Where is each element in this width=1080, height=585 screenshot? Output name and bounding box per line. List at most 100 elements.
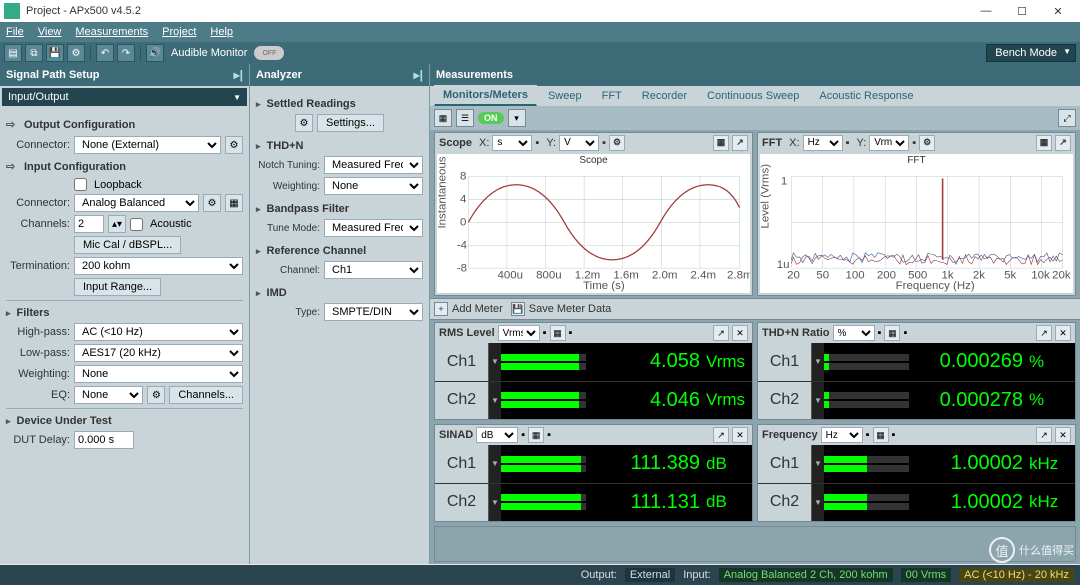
popout-icon[interactable]: ▸|: [234, 68, 243, 82]
fft-x-select[interactable]: Hz: [803, 135, 843, 151]
dutdelay-input[interactable]: [74, 431, 134, 449]
tab-contsweep[interactable]: Continuous Sweep: [698, 86, 808, 106]
popout-icon[interactable]: ↗: [713, 325, 729, 341]
new-icon[interactable]: ▤: [4, 44, 22, 62]
filters-section[interactable]: Filters: [6, 307, 243, 319]
loopback-checkbox[interactable]: [74, 178, 87, 191]
acoustic-checkbox[interactable]: [130, 218, 143, 231]
refchannel-section[interactable]: Reference Channel: [256, 245, 423, 257]
imd-section[interactable]: IMD: [256, 287, 423, 299]
chevron-down-icon[interactable]: ▼: [812, 484, 824, 522]
chevron-down-icon[interactable]: ▼: [812, 445, 824, 483]
menu-file[interactable]: File: [6, 26, 24, 38]
channels-input[interactable]: [74, 215, 104, 233]
layout-icon[interactable]: ▦: [434, 109, 452, 127]
popout-icon[interactable]: ↗: [1055, 135, 1071, 151]
on-toggle[interactable]: ON: [478, 112, 504, 124]
plus-icon[interactable]: +: [434, 302, 448, 316]
save-meter-label[interactable]: Save Meter Data: [529, 303, 612, 315]
save-icon[interactable]: 💾: [46, 44, 64, 62]
menu-project[interactable]: Project: [162, 26, 196, 38]
tab-acoustic[interactable]: Acoustic Response: [810, 86, 922, 106]
minimize-button[interactable]: —: [968, 0, 1004, 22]
channels-button[interactable]: Channels...: [169, 386, 243, 404]
tune-select[interactable]: Measured Frequency: [324, 219, 423, 237]
table-icon[interactable]: ▦: [713, 135, 729, 151]
weighting-select[interactable]: None: [74, 365, 243, 383]
tab-sweep[interactable]: Sweep: [539, 86, 591, 106]
eq-select[interactable]: None: [74, 386, 143, 404]
maximize-button[interactable]: ☐: [1004, 0, 1040, 22]
popout-icon[interactable]: ▸|: [414, 68, 423, 82]
grid-icon[interactable]: ▦: [225, 194, 243, 212]
close-button[interactable]: ✕: [1040, 0, 1076, 22]
io-dropdown[interactable]: Input/Output: [2, 88, 247, 106]
fft-y-select[interactable]: Vrms: [869, 135, 909, 151]
tab-fft[interactable]: FFT: [593, 86, 631, 106]
grid-icon[interactable]: ▦: [873, 427, 889, 443]
analyzer-weighting-select[interactable]: None: [324, 177, 423, 195]
tab-recorder[interactable]: Recorder: [633, 86, 696, 106]
add-meter-label[interactable]: Add Meter: [452, 303, 503, 315]
refchannel-select[interactable]: Ch1: [324, 261, 423, 279]
settings-button[interactable]: Settings...: [317, 114, 384, 132]
chevron-down-icon[interactable]: ▼: [489, 445, 501, 483]
output-connector-select[interactable]: None (External): [74, 136, 221, 154]
meter-unit-select[interactable]: %: [833, 325, 875, 341]
highpass-select[interactable]: AC (<10 Hz): [74, 323, 243, 341]
input-connector-select[interactable]: Analog Balanced: [74, 194, 199, 212]
table-icon[interactable]: ▦: [1036, 135, 1052, 151]
meter-unit-select[interactable]: Vrms: [498, 325, 540, 341]
meter-unit-select[interactable]: dB: [476, 427, 518, 443]
grid-icon[interactable]: ▦: [550, 325, 566, 341]
miccal-button[interactable]: Mic Cal / dBSPL...: [74, 236, 181, 254]
chevron-down-icon[interactable]: ▼: [489, 343, 501, 381]
list-icon[interactable]: ☰: [456, 109, 474, 127]
grid-icon[interactable]: ▦: [884, 325, 900, 341]
popout-icon[interactable]: ↗: [732, 135, 748, 151]
gear-icon[interactable]: ⚙: [919, 135, 935, 151]
scope-y-select[interactable]: V: [559, 135, 599, 151]
close-icon[interactable]: ✕: [732, 427, 748, 443]
imd-type-select[interactable]: SMPTE/DIN: [324, 303, 423, 321]
thdn-section[interactable]: THD+N: [256, 140, 423, 152]
redo-icon[interactable]: ↷: [117, 44, 135, 62]
notch-select[interactable]: Measured Frequency: [324, 156, 423, 174]
scope-x-select[interactable]: s: [492, 135, 532, 151]
speaker-icon[interactable]: 🔊: [146, 44, 164, 62]
menu-view[interactable]: View: [38, 26, 62, 38]
dut-section[interactable]: Device Under Test: [6, 415, 243, 427]
popout-icon[interactable]: ↗: [1036, 427, 1052, 443]
save-icon[interactable]: 💾: [511, 302, 525, 316]
open-icon[interactable]: ⧉: [25, 44, 43, 62]
chevron-down-icon[interactable]: ▾: [508, 109, 526, 127]
termination-select[interactable]: 200 kohm: [74, 257, 243, 275]
tab-monitors[interactable]: Monitors/Meters: [434, 85, 537, 106]
close-icon[interactable]: ✕: [1055, 325, 1071, 341]
popout-icon[interactable]: ↗: [1036, 325, 1052, 341]
grid-icon[interactable]: ▦: [528, 427, 544, 443]
gear-icon[interactable]: ⚙: [67, 44, 85, 62]
settled-section[interactable]: Settled Readings: [256, 98, 423, 110]
chevron-down-icon[interactable]: ▼: [489, 382, 501, 420]
settings-icon[interactable]: ⚙: [225, 136, 243, 154]
menu-help[interactable]: Help: [210, 26, 233, 38]
input-range-button[interactable]: Input Range...: [74, 278, 161, 296]
close-icon[interactable]: ✕: [1055, 427, 1071, 443]
menu-measurements[interactable]: Measurements: [75, 26, 148, 38]
stepper-icon[interactable]: ▴▾: [108, 215, 126, 233]
chevron-down-icon[interactable]: ▼: [812, 343, 824, 381]
chevron-down-icon[interactable]: ▼: [812, 382, 824, 420]
meter-unit-select[interactable]: Hz: [821, 427, 863, 443]
fft-plot[interactable]: FFT 11u 20501002005001k2k5k10k20k Frequ: [760, 154, 1073, 293]
audible-monitor-toggle[interactable]: OFF: [254, 46, 284, 60]
bandpass-section[interactable]: Bandpass Filter: [256, 203, 423, 215]
bench-mode-dropdown[interactable]: Bench Mode: [986, 44, 1076, 62]
lowpass-select[interactable]: AES17 (20 kHz): [74, 344, 243, 362]
chevron-down-icon[interactable]: ▼: [489, 484, 501, 522]
settings-icon[interactable]: ⚙: [203, 194, 221, 212]
expand-icon[interactable]: ⤢: [1058, 109, 1076, 127]
settings-icon[interactable]: ⚙: [147, 386, 165, 404]
popout-icon[interactable]: ↗: [713, 427, 729, 443]
undo-icon[interactable]: ↶: [96, 44, 114, 62]
